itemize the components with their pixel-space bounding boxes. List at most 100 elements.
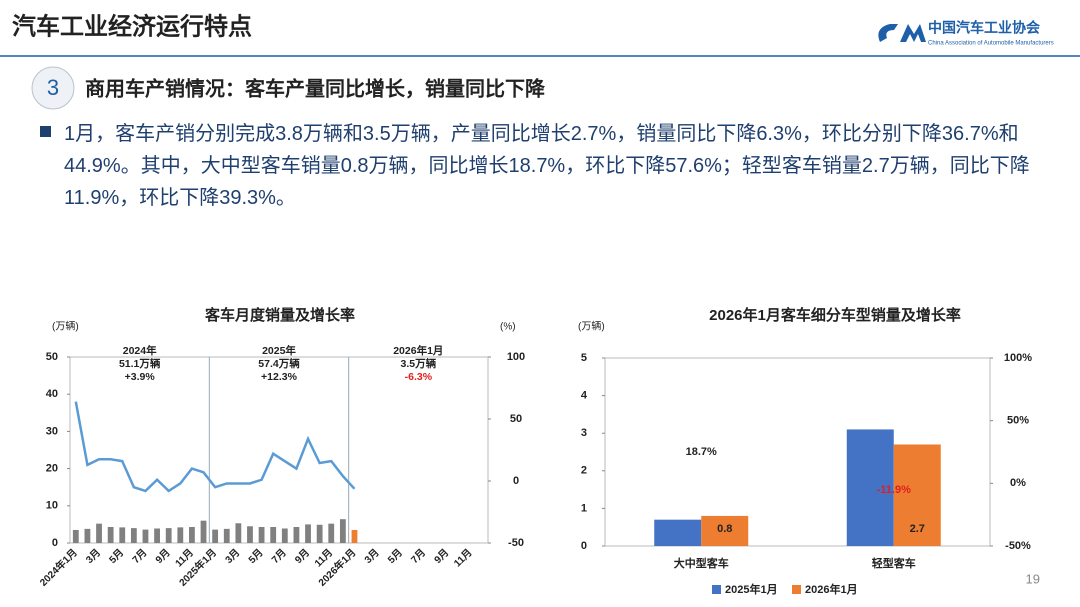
bar [305, 524, 311, 543]
bar [119, 527, 126, 543]
y-tick-label: 0 [581, 540, 587, 552]
y2-tick-label: 0 [513, 475, 519, 487]
chart-title: 2026年1月客车细分车型销量及增长率 [709, 306, 961, 324]
y-axis-label: (万辆) [52, 320, 79, 333]
bar [177, 527, 184, 543]
section-title: 商用车产销情况：客车产量同比增长，销量同比下降 [85, 76, 546, 100]
y-tick-label: 50 [46, 351, 58, 363]
y2-tick-label: 50% [1007, 415, 1029, 427]
bar [654, 519, 702, 546]
bar [258, 527, 265, 543]
y-tick-label: 1 [581, 502, 587, 514]
legend-swatch [792, 585, 801, 594]
bar [316, 524, 323, 543]
x-tick-label: 大中型客车 [674, 556, 729, 570]
x-tick-label: 3月 [223, 547, 242, 566]
bar [293, 527, 300, 543]
bar [200, 520, 207, 543]
y2-tick-label: 100% [1004, 352, 1032, 364]
bar [107, 527, 114, 543]
annotation: 2025年 [262, 344, 296, 357]
data-label: 0.8 [717, 523, 732, 535]
y2-axis-label: (%) [500, 322, 516, 333]
bar [72, 529, 79, 543]
line [74, 401, 356, 493]
annotation: 2026年1月 [393, 344, 443, 357]
x-tick-label: 9月 [293, 547, 312, 566]
annotation: -6.3% [405, 371, 433, 383]
x-tick-label: 5月 [385, 547, 404, 566]
y-tick-label: 30 [46, 425, 58, 437]
y-tick-label: 2 [581, 465, 587, 477]
chart-title: 客车月度销量及增长率 [204, 306, 355, 324]
bar [339, 519, 346, 543]
bar [328, 523, 335, 543]
x-tick-label: 9月 [432, 547, 451, 566]
bar [281, 528, 288, 543]
x-tick-label: 11月 [452, 547, 475, 570]
bar [235, 523, 242, 543]
bar [893, 444, 941, 546]
bar [154, 528, 160, 543]
page-number: 19 [1026, 571, 1040, 586]
bar [247, 526, 253, 543]
annotation: 57.4万辆 [258, 357, 300, 370]
bullet-text: 1月，客车产销分别完成3.8万辆和3.5万辆，产量同比增长2.7%，销量同比下降… [64, 123, 1030, 209]
legend-label: 2025年1月 [725, 582, 778, 596]
data-label: 2.7 [910, 523, 925, 535]
bar [96, 523, 102, 543]
bar [130, 528, 137, 543]
logo-mark [878, 24, 926, 42]
annotation: 3.5万辆 [401, 357, 437, 370]
legend-label: 2026年1月 [805, 582, 858, 596]
section-badge [31, 66, 75, 110]
x-tick-label: 7月 [130, 547, 149, 566]
y2-tick-label: 0% [1010, 477, 1026, 489]
bar [846, 429, 894, 546]
annotation: +3.9% [125, 371, 156, 383]
annotation: 2024年 [123, 344, 157, 357]
y-tick-label: 20 [46, 463, 58, 475]
plot-frame [604, 357, 991, 547]
bullet-mark [40, 126, 51, 137]
logo-cn: 中国汽车工业协会 [928, 20, 1041, 36]
x-tick-label: 7月 [409, 547, 428, 566]
y-tick-label: 10 [46, 500, 58, 512]
bar [351, 529, 358, 543]
logo-en: China Association of Automobile Manufact… [928, 41, 1054, 47]
x-tick-label: 7月 [269, 547, 288, 566]
y-tick-label: 40 [46, 388, 58, 400]
bar [165, 528, 172, 543]
y2-tick-label: -50 [508, 537, 524, 549]
bar [84, 528, 91, 543]
y-tick-label: 4 [581, 390, 588, 402]
x-tick-label: 9月 [153, 547, 172, 566]
y-tick-label: 5 [581, 352, 587, 364]
legend-swatch [712, 585, 721, 594]
section-number: 3 [47, 75, 59, 100]
x-tick-label: 5月 [107, 547, 126, 566]
y2-tick-label: -50% [1005, 540, 1031, 552]
bar [270, 527, 277, 543]
bar [189, 527, 195, 543]
bar [212, 529, 219, 543]
bar [142, 529, 149, 543]
y2-tick-label: 50 [510, 413, 522, 425]
bar [223, 528, 230, 543]
annotation: +12.3% [261, 371, 298, 383]
x-tick-label: 3月 [84, 547, 103, 566]
annotation: 51.1万辆 [119, 357, 161, 370]
growth-label: -11.9% [877, 484, 911, 496]
x-tick-label: 5月 [246, 547, 265, 566]
y2-tick-label: 100 [507, 351, 525, 363]
bar [701, 515, 749, 546]
growth-label: 18.7% [686, 446, 717, 458]
slide-title: 汽车工业经济运行特点 [12, 12, 252, 40]
y-tick-label: 3 [581, 427, 587, 439]
x-tick-label: 3月 [362, 547, 381, 566]
plot-frame [69, 356, 489, 544]
x-tick-label: 轻型客车 [872, 556, 916, 570]
y-axis-label: (万辆) [578, 320, 605, 333]
